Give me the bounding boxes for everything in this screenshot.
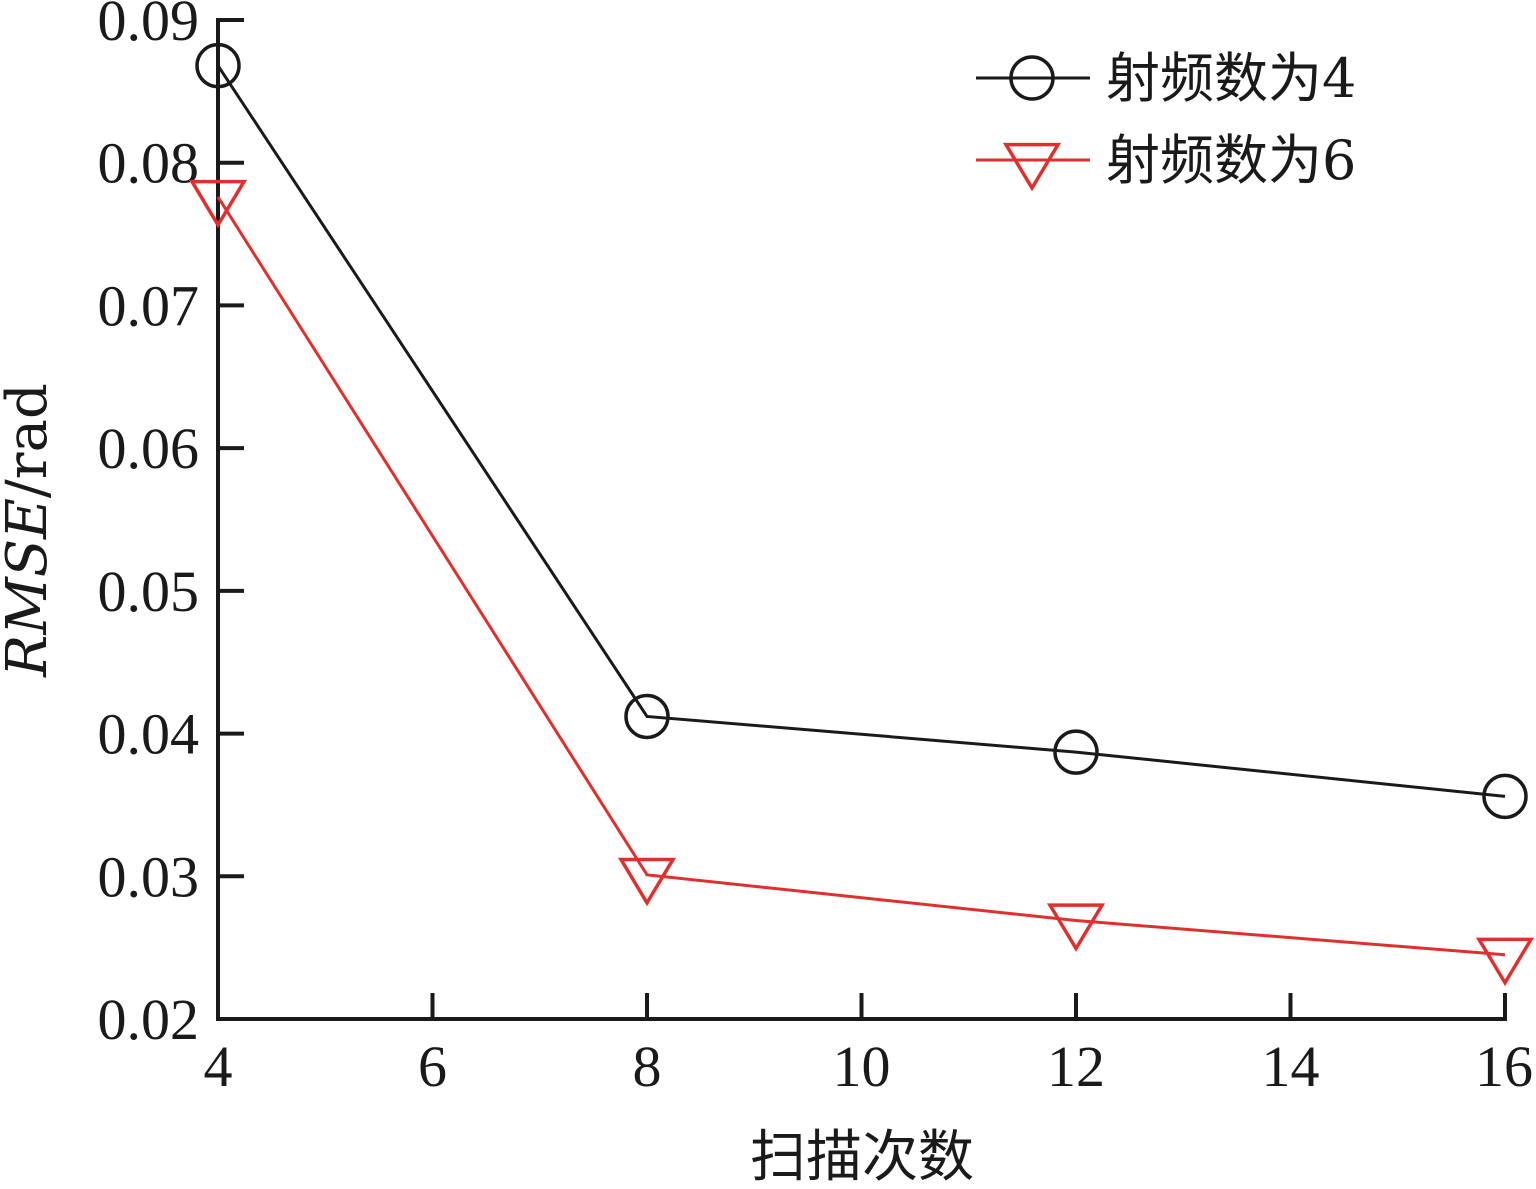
x-tick-label: 6 — [418, 1034, 447, 1099]
x-axis-title: 扫描次数 — [750, 1125, 974, 1189]
y-tick-label: 0.05 — [98, 559, 200, 624]
series-2-point — [1475, 937, 1535, 987]
y-axis-title: RMSE/rad — [0, 383, 60, 678]
y-tick-label: 0.09 — [98, 0, 200, 53]
series-line-1 — [216, 64, 1506, 798]
series-line-2 — [216, 196, 1506, 957]
x-tick-label: 10 — [833, 1034, 891, 1099]
series-2-point — [617, 857, 677, 907]
x-tick-label: 4 — [204, 1034, 233, 1099]
legend-marker-2 — [1002, 142, 1062, 192]
series-2-point — [1046, 903, 1106, 952]
y-axis-title-italic: RMSE — [0, 498, 60, 678]
y-tick-label: 0.08 — [98, 131, 200, 196]
x-tick-label: 16 — [1475, 1034, 1533, 1099]
series-1-point — [1482, 773, 1528, 820]
series-2-point — [188, 179, 248, 229]
series-layer — [188, 42, 1535, 987]
series-1-point — [1053, 729, 1099, 775]
series-1-point — [624, 693, 670, 740]
x-tick-label: 14 — [1262, 1034, 1320, 1099]
legend-marker-1 — [1009, 55, 1055, 101]
y-tick-label: 0.04 — [98, 702, 200, 767]
y-ticks: 0.02 0.03 0.04 0.05 0.06 0.07 0.08 0.09 — [98, 0, 244, 1052]
x-tick-label: 8 — [633, 1034, 662, 1099]
legend-label-1: 射频数为4 — [1106, 47, 1356, 110]
y-axis-title-unit: /rad — [0, 383, 60, 498]
legend-label-2: 射频数为6 — [1106, 129, 1356, 192]
y-tick-label: 0.07 — [98, 273, 200, 338]
x-tick-label: 12 — [1047, 1034, 1105, 1099]
y-tick-label: 0.03 — [98, 844, 200, 909]
legend: 射频数为4 射频数为6 — [976, 47, 1356, 192]
y-tick-label: 0.02 — [98, 987, 200, 1052]
x-ticks: 4 6 8 10 12 14 16 — [204, 993, 1533, 1099]
y-tick-label: 0.06 — [98, 416, 200, 481]
series-1-point — [195, 42, 241, 89]
